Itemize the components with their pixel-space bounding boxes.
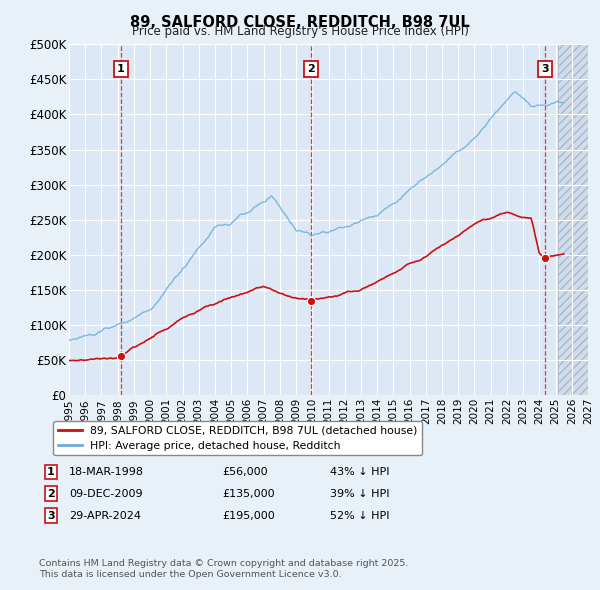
- Text: 1: 1: [117, 64, 125, 74]
- Text: 09-DEC-2009: 09-DEC-2009: [69, 489, 143, 499]
- Bar: [559, 44, 588, 395]
- Text: 29-APR-2024: 29-APR-2024: [69, 511, 141, 520]
- Text: 18-MAR-1998: 18-MAR-1998: [69, 467, 144, 477]
- Text: £56,000: £56,000: [222, 467, 268, 477]
- Text: £195,000: £195,000: [222, 511, 275, 520]
- Text: 2: 2: [47, 489, 55, 499]
- Text: 52% ↓ HPI: 52% ↓ HPI: [330, 511, 389, 520]
- Text: 43% ↓ HPI: 43% ↓ HPI: [330, 467, 389, 477]
- Text: 3: 3: [541, 64, 548, 74]
- Text: 2: 2: [307, 64, 315, 74]
- Legend: 89, SALFORD CLOSE, REDDITCH, B98 7UL (detached house), HPI: Average price, detac: 89, SALFORD CLOSE, REDDITCH, B98 7UL (de…: [53, 421, 422, 455]
- Text: 89, SALFORD CLOSE, REDDITCH, B98 7UL: 89, SALFORD CLOSE, REDDITCH, B98 7UL: [130, 15, 470, 30]
- Text: Price paid vs. HM Land Registry's House Price Index (HPI): Price paid vs. HM Land Registry's House …: [131, 25, 469, 38]
- Text: Contains HM Land Registry data © Crown copyright and database right 2025.
This d: Contains HM Land Registry data © Crown c…: [39, 559, 409, 579]
- Bar: [559, 44, 588, 395]
- Text: 1: 1: [47, 467, 55, 477]
- Text: £135,000: £135,000: [222, 489, 275, 499]
- Text: 3: 3: [47, 511, 55, 520]
- Text: 39% ↓ HPI: 39% ↓ HPI: [330, 489, 389, 499]
